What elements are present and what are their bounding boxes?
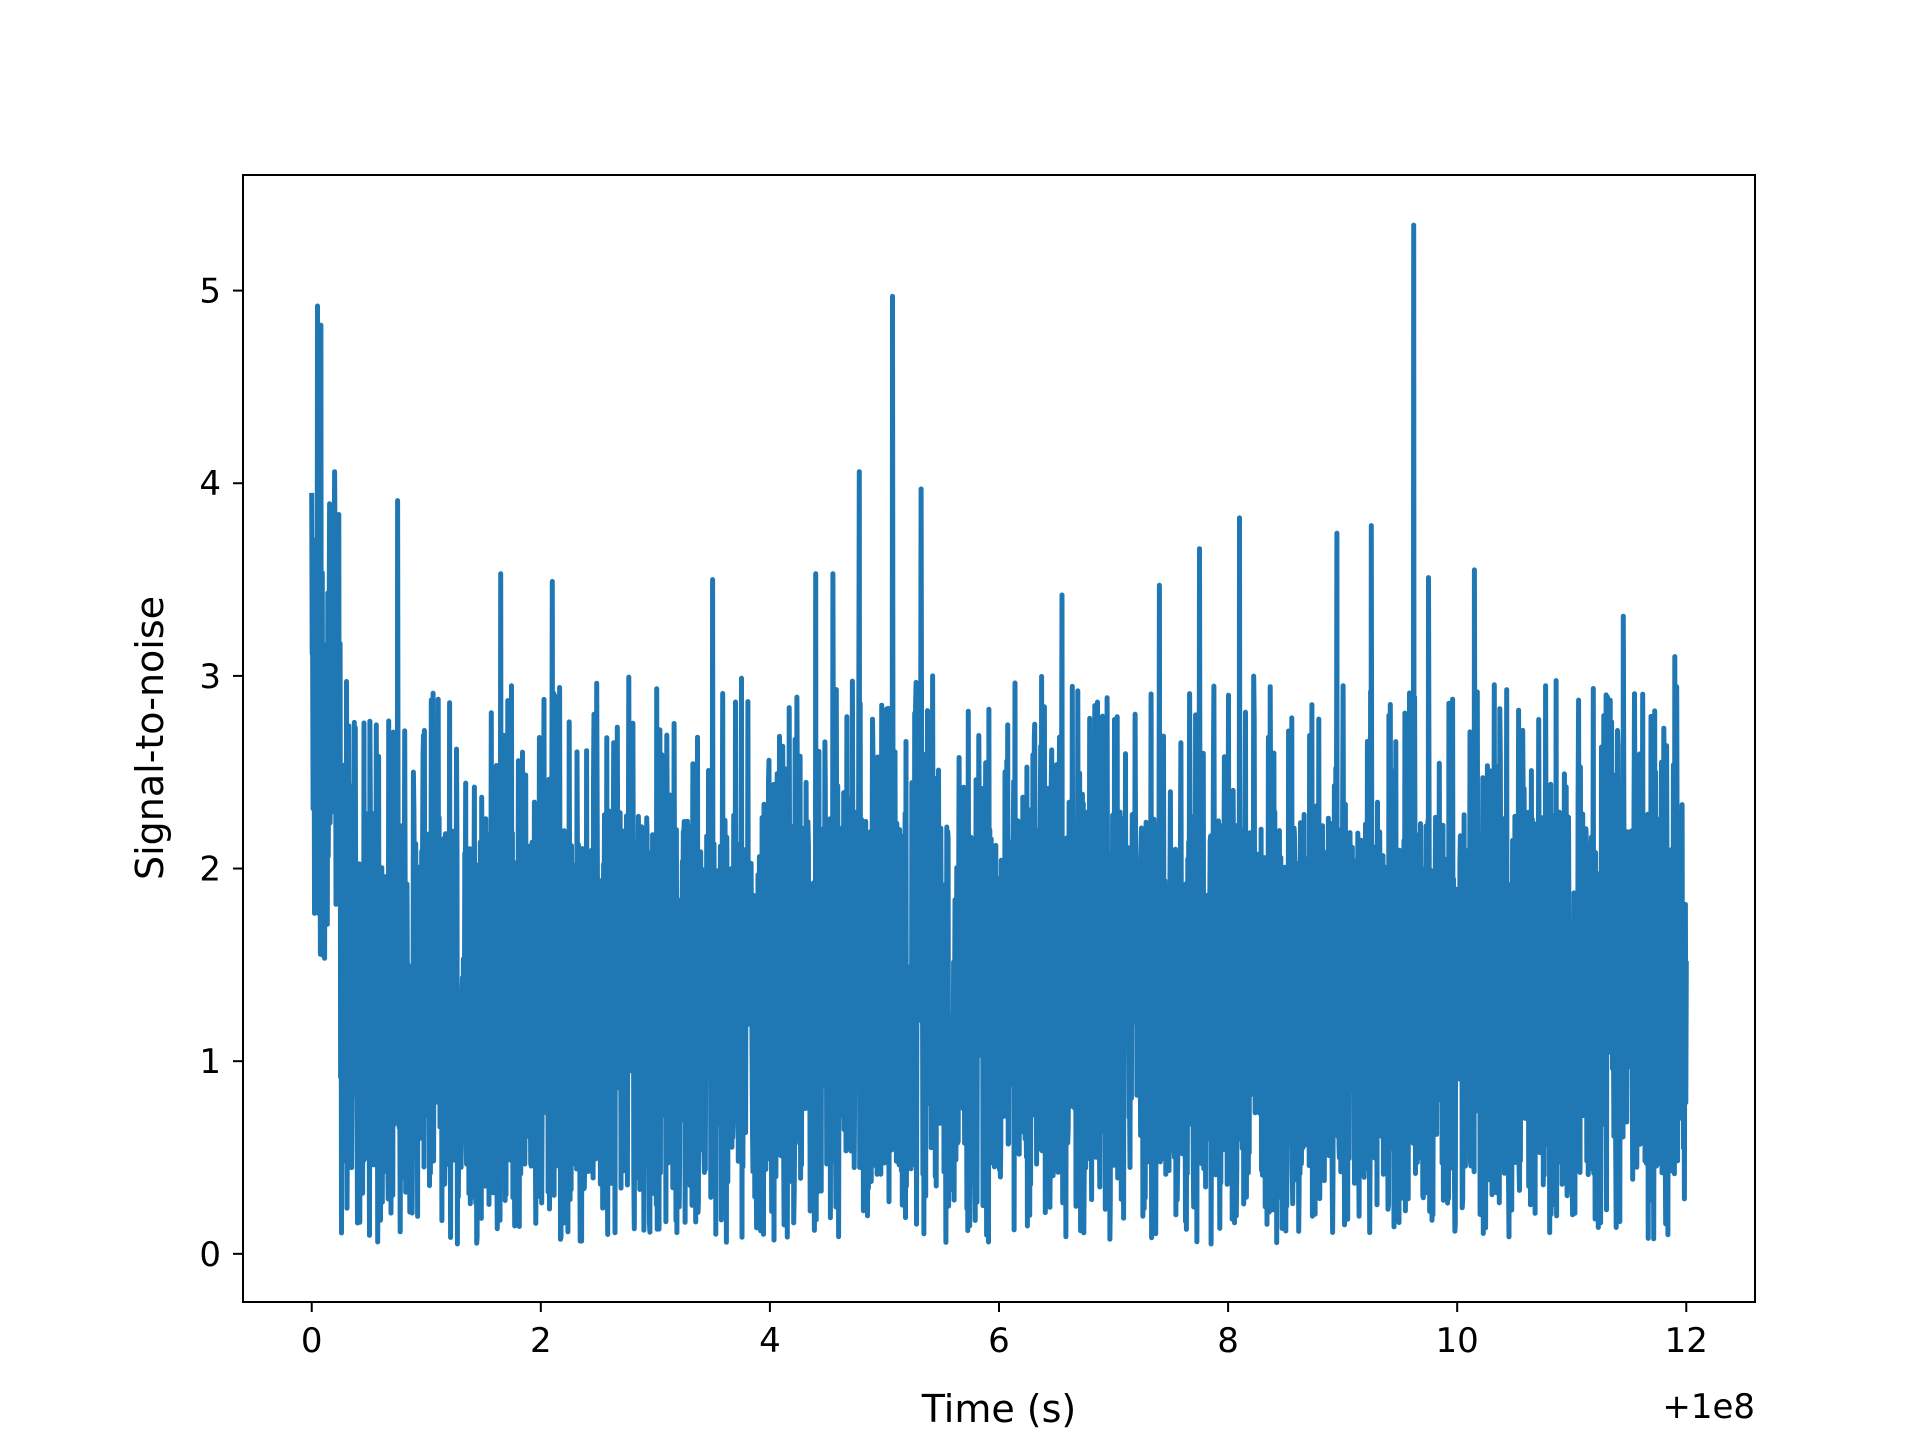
series-line bbox=[309, 222, 1689, 1247]
x-axis-offset-label: +1e8 bbox=[1662, 1387, 1755, 1427]
y-tick-label: 5 bbox=[199, 272, 221, 312]
x-tick-label: 8 bbox=[1217, 1321, 1239, 1361]
x-tick-label: 0 bbox=[301, 1321, 323, 1361]
x-tick-label: 6 bbox=[988, 1321, 1010, 1361]
plot-area-frame bbox=[242, 174, 1756, 1303]
y-tick-label: 4 bbox=[199, 464, 221, 504]
x-axis-label: Time (s) bbox=[921, 1387, 1077, 1431]
x-tick-label: 4 bbox=[759, 1321, 781, 1361]
y-tick-label: 2 bbox=[199, 850, 221, 890]
x-tick-label: 12 bbox=[1665, 1321, 1708, 1361]
x-axis-ticks: 0 2 4 6 8 10 12 bbox=[301, 1302, 1708, 1361]
y-axis-label: Signal-to-noise bbox=[128, 596, 172, 880]
y-tick-label: 1 bbox=[199, 1042, 221, 1082]
y-tick-label: 0 bbox=[199, 1235, 221, 1275]
y-tick-label: 3 bbox=[199, 657, 221, 697]
x-tick-label: 10 bbox=[1436, 1321, 1479, 1361]
x-tick-label: 2 bbox=[530, 1321, 552, 1361]
y-axis-ticks: 0 1 2 3 4 5 bbox=[199, 272, 243, 1275]
